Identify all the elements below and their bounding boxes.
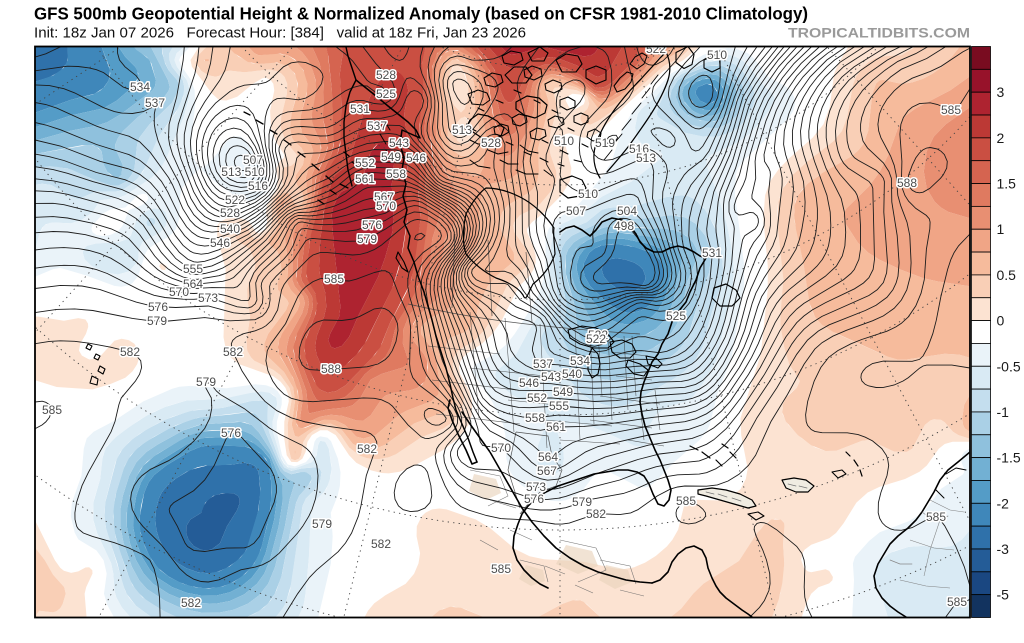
svg-text:570: 570 xyxy=(169,285,189,299)
svg-text:573: 573 xyxy=(198,291,218,305)
svg-text:546: 546 xyxy=(210,236,230,250)
svg-text:555: 555 xyxy=(183,262,203,276)
svg-text:561: 561 xyxy=(546,420,566,434)
svg-text:519: 519 xyxy=(595,136,615,150)
svg-text:585: 585 xyxy=(42,403,62,417)
svg-text:576: 576 xyxy=(148,300,168,314)
svg-text:513 510: 513 510 xyxy=(221,165,265,179)
svg-text:573: 573 xyxy=(526,480,546,494)
svg-text:522: 522 xyxy=(225,193,245,207)
svg-text:528: 528 xyxy=(220,206,240,220)
svg-text:531: 531 xyxy=(702,246,722,260)
svg-text:585: 585 xyxy=(491,562,511,576)
svg-text:0: 0 xyxy=(997,313,1005,329)
svg-text:528: 528 xyxy=(376,68,396,82)
svg-text:2: 2 xyxy=(997,130,1005,146)
svg-text:504: 504 xyxy=(617,204,637,218)
svg-text:558: 558 xyxy=(386,167,406,181)
svg-text:507: 507 xyxy=(243,153,263,167)
svg-text:582: 582 xyxy=(371,537,391,551)
svg-text:522: 522 xyxy=(588,328,608,342)
svg-text:582: 582 xyxy=(357,442,377,456)
svg-text:540: 540 xyxy=(562,367,582,381)
svg-text:558: 558 xyxy=(525,411,545,425)
svg-text:-0.5: -0.5 xyxy=(997,358,1021,374)
svg-text:552: 552 xyxy=(355,156,375,170)
svg-text:582: 582 xyxy=(181,596,201,610)
svg-text:582: 582 xyxy=(586,507,606,521)
svg-text:TROPICALTIDBITS.COM: TROPICALTIDBITS.COM xyxy=(788,25,970,41)
svg-text:582: 582 xyxy=(223,345,243,359)
svg-text:534: 534 xyxy=(570,354,590,368)
svg-text:-2: -2 xyxy=(997,495,1010,511)
svg-text:0.5: 0.5 xyxy=(997,267,1017,283)
svg-text:576: 576 xyxy=(221,426,241,440)
svg-text:-5: -5 xyxy=(997,587,1010,603)
svg-text:585: 585 xyxy=(947,595,967,609)
svg-text:3: 3 xyxy=(997,84,1005,100)
svg-text:537: 537 xyxy=(145,96,165,110)
svg-text:567: 567 xyxy=(374,190,394,204)
svg-text:567: 567 xyxy=(537,464,557,478)
svg-text:579: 579 xyxy=(572,495,592,509)
svg-text:522: 522 xyxy=(586,332,606,346)
svg-text:561: 561 xyxy=(355,172,375,186)
svg-text:525: 525 xyxy=(666,309,686,323)
svg-text:513: 513 xyxy=(452,123,472,137)
svg-text:549: 549 xyxy=(381,150,401,164)
svg-text:1: 1 xyxy=(997,221,1005,237)
svg-text:579: 579 xyxy=(312,517,332,531)
svg-text:510: 510 xyxy=(707,48,727,62)
svg-text:543: 543 xyxy=(541,370,561,384)
svg-text:-1.5: -1.5 xyxy=(997,450,1021,466)
svg-text:GFS 500mb Geopotential Height: GFS 500mb Geopotential Height & Normaliz… xyxy=(34,4,808,24)
svg-text:510: 510 xyxy=(554,134,574,148)
svg-text:579: 579 xyxy=(196,375,216,389)
svg-text:588: 588 xyxy=(897,176,917,190)
svg-text:552: 552 xyxy=(527,391,547,405)
svg-text:579: 579 xyxy=(147,314,167,328)
svg-text:549: 549 xyxy=(553,385,573,399)
svg-text:525: 525 xyxy=(376,87,396,101)
svg-text:585: 585 xyxy=(926,510,946,524)
svg-text:1.5: 1.5 xyxy=(997,176,1017,192)
svg-text:564: 564 xyxy=(538,450,558,464)
svg-text:498: 498 xyxy=(614,219,634,233)
svg-text:513: 513 xyxy=(636,151,656,165)
svg-text:516: 516 xyxy=(629,142,649,156)
svg-text:588: 588 xyxy=(321,362,341,376)
svg-text:537: 537 xyxy=(533,357,553,371)
svg-text:540: 540 xyxy=(220,222,240,236)
svg-text:579: 579 xyxy=(357,232,377,246)
svg-text:543: 543 xyxy=(389,136,409,150)
svg-text:555: 555 xyxy=(549,399,569,413)
svg-text:585: 585 xyxy=(941,103,961,117)
svg-text:507: 507 xyxy=(566,204,586,218)
svg-text:516: 516 xyxy=(248,179,268,193)
svg-text:531: 531 xyxy=(350,102,370,116)
svg-text:585: 585 xyxy=(42,403,62,417)
svg-text:546: 546 xyxy=(519,376,539,390)
svg-text:576: 576 xyxy=(362,218,382,232)
svg-text:537: 537 xyxy=(367,119,387,133)
svg-text:Init: 18z Jan 07 2026 Foreca: Init: 18z Jan 07 2026 Forecast Hour: [38… xyxy=(34,26,526,42)
svg-text:570: 570 xyxy=(491,441,511,455)
svg-text:582: 582 xyxy=(120,345,140,359)
svg-text:-1: -1 xyxy=(997,404,1010,420)
svg-text:576: 576 xyxy=(524,492,544,506)
svg-text:546: 546 xyxy=(406,151,426,165)
svg-text:510: 510 xyxy=(578,187,598,201)
svg-text:564: 564 xyxy=(183,277,203,291)
svg-text:585: 585 xyxy=(324,272,344,286)
svg-text:522: 522 xyxy=(646,42,666,56)
svg-text:528: 528 xyxy=(481,136,501,150)
svg-text:570: 570 xyxy=(376,199,396,213)
svg-text:-3: -3 xyxy=(997,541,1010,557)
svg-text:534: 534 xyxy=(130,80,150,94)
svg-text:585: 585 xyxy=(676,494,696,508)
